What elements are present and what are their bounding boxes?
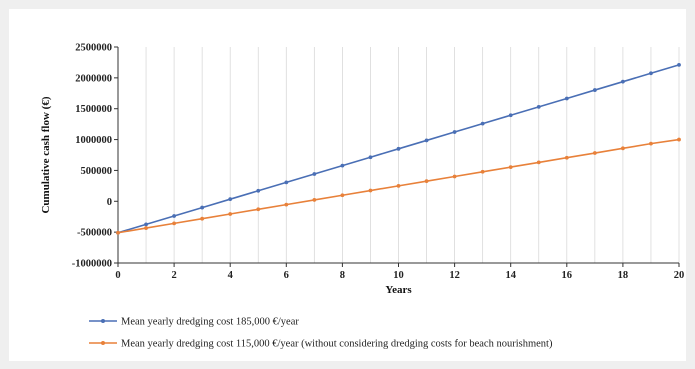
y-tick-label: -1000000 [72,259,112,270]
y-tick-label: -500000 [77,228,112,239]
series-2-point [228,212,233,216]
series-2-point [592,151,597,155]
series-1-point [200,205,205,210]
x-tick-label: 18 [618,270,629,281]
y-axis-title: Cumulative cash flow (€) [40,96,52,213]
legend-label-2: Mean yearly dredging cost 115,000 €/year… [121,339,553,350]
series-1-point [144,222,148,227]
series-1-point [256,188,261,193]
series-1-point [396,146,401,151]
series-2-point [508,165,513,169]
x-tick-label: 10 [393,270,404,281]
legend-label-1: Mean yearly dredging cost 185,000 €/year [121,317,299,328]
x-tick-label: 12 [449,270,460,281]
y-tick-label: 0 [107,197,112,208]
series-2-point [649,141,653,146]
x-tick-label: 8 [340,270,345,281]
y-tick-label: 1000000 [75,135,112,146]
series-1-point [228,197,233,202]
series-2-point [677,137,681,142]
y-tick-label: 1500000 [75,104,112,115]
series-2-point [621,146,625,151]
series-1-point [677,62,681,67]
series-1-point [368,155,373,160]
legend-marker-1 [101,319,105,323]
x-tick-label: 2 [171,270,176,281]
line-chart: 2500000 2000000 1500000 1000000 500000 0 -5000… [40,43,685,350]
series-1-point [172,214,177,218]
series-2-point [340,193,345,198]
series-2-point [480,169,485,174]
series-2-point [172,221,177,226]
series-1-point [480,121,485,126]
series-1-point [424,138,429,143]
chart-frame: 2500000 2000000 1500000 1000000 500000 0 -5000… [9,9,686,361]
x-tick-label: 0 [115,270,120,281]
series-1-point [564,96,569,101]
x-tick-label: 6 [284,270,289,281]
x-tick-label: 16 [562,270,573,281]
series-2-point [536,160,541,165]
y-tick-label: 500000 [81,166,113,177]
x-tick-label: 4 [228,270,234,281]
y-tick-label: 2000000 [75,73,112,84]
x-tick-label: 20 [674,270,685,281]
series-2-point [256,207,261,212]
series-2-point [144,226,148,230]
series-1-point [592,88,597,92]
series-1-point [452,130,457,134]
series-2-point [368,188,373,193]
series-1-point [536,104,541,109]
series-2-point [116,230,120,235]
series-1-point [312,172,317,176]
series-2-point [200,216,205,221]
x-axis-title: Years [385,284,412,296]
series-2-point [284,202,289,207]
series-1-point [508,113,513,118]
series-2-point [396,183,401,188]
y-tick-label: 2500000 [75,43,112,54]
series-1-point [621,79,625,84]
series-1-point [649,71,653,76]
series-2-point [424,179,429,184]
series-1-point [284,180,289,185]
series-2-point [452,174,457,179]
x-tick-label: 14 [505,270,516,281]
series-2-point [312,198,317,202]
series-2-point [564,155,569,160]
legend-marker-2 [101,341,105,345]
series-1-point [340,163,345,168]
